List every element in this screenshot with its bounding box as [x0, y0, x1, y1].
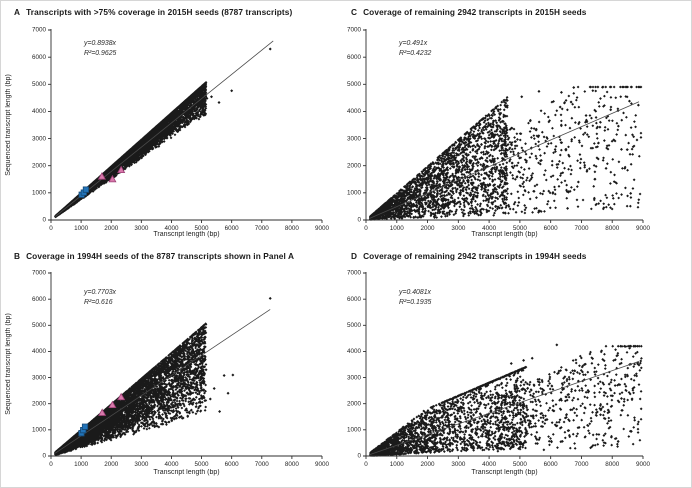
x-axis-title-a: Transcript length (bp) [153, 231, 220, 238]
r-squared-text-a: R²=0.9625 [84, 50, 117, 57]
regression-annotation-b: y=0.7703x R²=0.616 [84, 288, 116, 308]
equation-text-a: y=0.8938x [84, 40, 116, 47]
regression-annotation-c: y=0.491x R²=0.4232 [399, 39, 431, 59]
panel-b: B Coverage in 1994H seeds of the 8787 tra… [0, 244, 346, 488]
regression-annotation-d: y=0.4081x R²=0.1935 [399, 288, 431, 308]
panel-d-letter: D [351, 251, 358, 261]
y-axis-title-c [351, 30, 363, 220]
r-squared-text-c: R²=0.4232 [399, 50, 432, 57]
equation-text-d: y=0.4081x [399, 289, 431, 296]
panel-b-letter: B [14, 251, 21, 261]
regression-annotation-a: y=0.8938x R²=0.9625 [84, 39, 116, 59]
scatter-plot-b [0, 244, 346, 488]
equation-text-c: y=0.491x [399, 40, 428, 47]
panel-a-letter: A [14, 7, 21, 17]
r-squared-text-d: R²=0.1935 [399, 299, 432, 306]
panel-d-title-text: Coverage of remaining 2942 transcripts i… [363, 251, 587, 261]
x-axis-title-c: Transcript length (bp) [471, 231, 538, 238]
panel-c-letter: C [351, 7, 358, 17]
scatter-plot-d [346, 244, 692, 488]
r-squared-text-b: R²=0.616 [84, 299, 113, 306]
panel-c: C Coverage of remaining 2942 transcripts … [346, 0, 692, 244]
y-axis-title-b: Sequenced transcript length (bp) [5, 313, 12, 415]
panel-a: A Transcripts with >75% coverage in 2015H… [0, 0, 346, 244]
panel-a-title-text: Transcripts with >75% coverage in 2015H … [26, 7, 293, 17]
x-axis-title-d: Transcript length (bp) [471, 469, 538, 476]
panel-c-title-text: Coverage of remaining 2942 transcripts i… [363, 7, 587, 17]
panel-c-title: C Coverage of remaining 2942 transcripts … [351, 7, 587, 17]
equation-text-b: y=0.7703x [84, 289, 116, 296]
y-axis-title-a: Sequenced transcript length (bp) [5, 74, 12, 176]
x-axis-title-b: Transcript length (bp) [153, 469, 220, 476]
panel-d: D Coverage of remaining 2942 transcripts … [346, 244, 692, 488]
scatter-plot-c [346, 0, 692, 244]
panel-b-title-text: Coverage in 1994H seeds of the 8787 tran… [26, 251, 295, 261]
scatter-plot-a [0, 0, 346, 244]
y-axis-title-d [351, 269, 363, 459]
panel-a-title: A Transcripts with >75% coverage in 2015H… [14, 7, 292, 17]
panel-d-title: D Coverage of remaining 2942 transcripts … [351, 251, 587, 261]
panel-b-title: B Coverage in 1994H seeds of the 8787 tra… [14, 251, 294, 261]
